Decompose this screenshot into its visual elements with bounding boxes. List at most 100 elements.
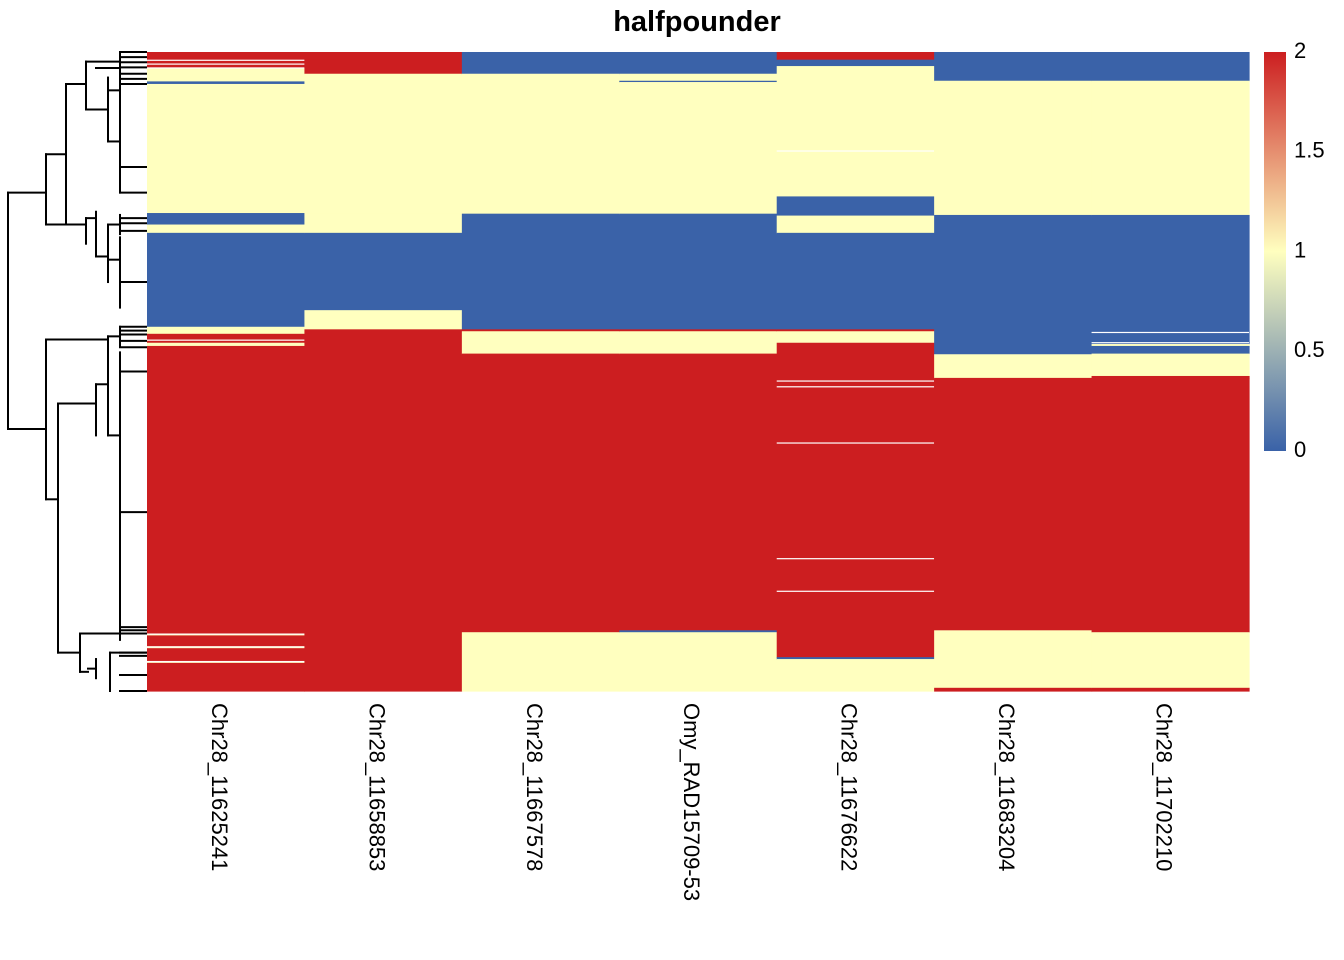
legend-colorbar [1264,52,1286,451]
column-label: Chr28_11658853 [364,703,389,871]
heatmap-cell [934,630,1093,689]
heatmap-cell [147,83,306,214]
heatmap-cell [461,632,620,692]
heatmap-cell [619,80,778,83]
heatmap-cell [1091,375,1250,379]
heatmap-cell [1091,214,1250,345]
heatmap-cell [776,52,935,61]
heatmap-cell [147,660,306,664]
heatmap-row-line [147,67,305,69]
legend-tick-label: 1.5 [1294,138,1325,163]
column-labels: Chr28_11625241 Chr28_11658853 Chr28_116675… [207,703,1177,901]
heatmap-cell [147,67,306,82]
heatmap-cell [147,224,306,234]
legend-tick-label: 0.5 [1294,337,1325,362]
legend-tick-label: 0 [1294,437,1306,462]
heatmap-cell [147,342,306,347]
heatmap-cell [1091,344,1250,347]
heatmap-row-line [776,590,935,592]
heatmap-cell [461,331,620,355]
column-label: Chr28_11676622 [837,703,862,871]
heatmap-row-line [147,633,305,635]
heatmap-cell [147,81,306,85]
heatmap-cell [619,632,778,692]
heatmap-cell [147,326,306,335]
heatmap-cell [1091,377,1250,633]
heatmap-cell [776,196,935,217]
heatmap-row-line [776,442,935,444]
heatmap-cell [147,345,306,635]
heatmap-cell [776,342,935,658]
heatmap-cell [1091,345,1250,355]
heatmap-cell [1091,687,1250,692]
heatmap-cell [619,331,778,355]
heatmap-cell [461,52,620,75]
heatmap-row-line [147,660,305,663]
heatmap-row-line [147,63,305,65]
heatmap-cell [304,310,463,330]
heatmap-cell [776,659,935,692]
heatmap-row-line [1091,331,1249,334]
heatmap-cell [147,635,306,647]
heatmap-cell [304,73,463,215]
heatmap-cell [776,215,935,234]
heatmap-cell [776,59,935,67]
heatmap-cell [619,52,778,75]
heatmap-cell [619,353,778,631]
heatmap-cell [934,52,1093,82]
heatmap-cell [1091,80,1250,216]
legend-tick-label: 2 [1294,38,1306,63]
heatmap-cell [461,73,620,215]
heatmap-row-line [147,646,305,648]
column-label: Chr28_11702210 [1151,703,1176,871]
heatmap-cell [147,213,306,226]
heatmap-cell [776,657,935,660]
heatmap-cell [619,82,778,215]
heatmap-cell [619,329,778,332]
heatmap-cell [1091,353,1250,377]
heatmap-cell [304,213,463,234]
heatmap-row-line [776,558,935,560]
heatmap-row-line [776,380,935,382]
heatmap-cell [304,52,463,75]
heatmap-cell [934,377,1093,631]
heatmap-row-line [147,59,305,61]
heatmap-cell [461,329,620,332]
heatmap-cell [776,66,935,198]
column-label: Chr28_11683204 [994,703,1019,871]
color-legend: 2 1.5 1 0.5 0 [1264,38,1325,462]
heatmap-cell [304,232,463,311]
heatmap-cell [147,648,306,662]
heatmap-cell [934,687,1093,692]
column-label: Omy_RAD15709-53 [679,703,704,901]
chart-title: halfpounder [613,6,781,38]
heatmap-cell [934,214,1093,355]
heatmap-cell [619,630,778,633]
heatmap-cell [147,646,306,649]
heatmap-cell [147,633,306,637]
heatmap-cell [304,329,463,692]
heatmap-cell [461,213,620,330]
heatmap-cell [776,331,935,344]
heatmap-cells [147,52,1250,692]
heatmap-row-line [776,150,935,152]
heatmap-cell [461,353,620,633]
heatmap-cell [934,80,1093,216]
row-dendrogram [7,51,147,692]
heatmap-cell [619,213,778,330]
heatmap-cell [147,333,306,344]
heatmap-cell [619,73,778,82]
heatmap-row-line [776,386,935,388]
heatmap-cell [147,662,306,692]
column-label: Chr28_11667578 [522,703,547,871]
legend-tick-label: 1 [1294,237,1306,262]
heatmap-row-line [147,339,305,341]
heatmap-cell [934,354,1093,379]
heatmap-row-line [1091,342,1249,344]
column-label: Chr28_11625241 [207,703,232,871]
heatmap-cell [1091,52,1250,82]
heatmap-cell [1091,632,1250,689]
heatmap-cell [776,232,935,330]
heatmap-cell [776,329,935,332]
